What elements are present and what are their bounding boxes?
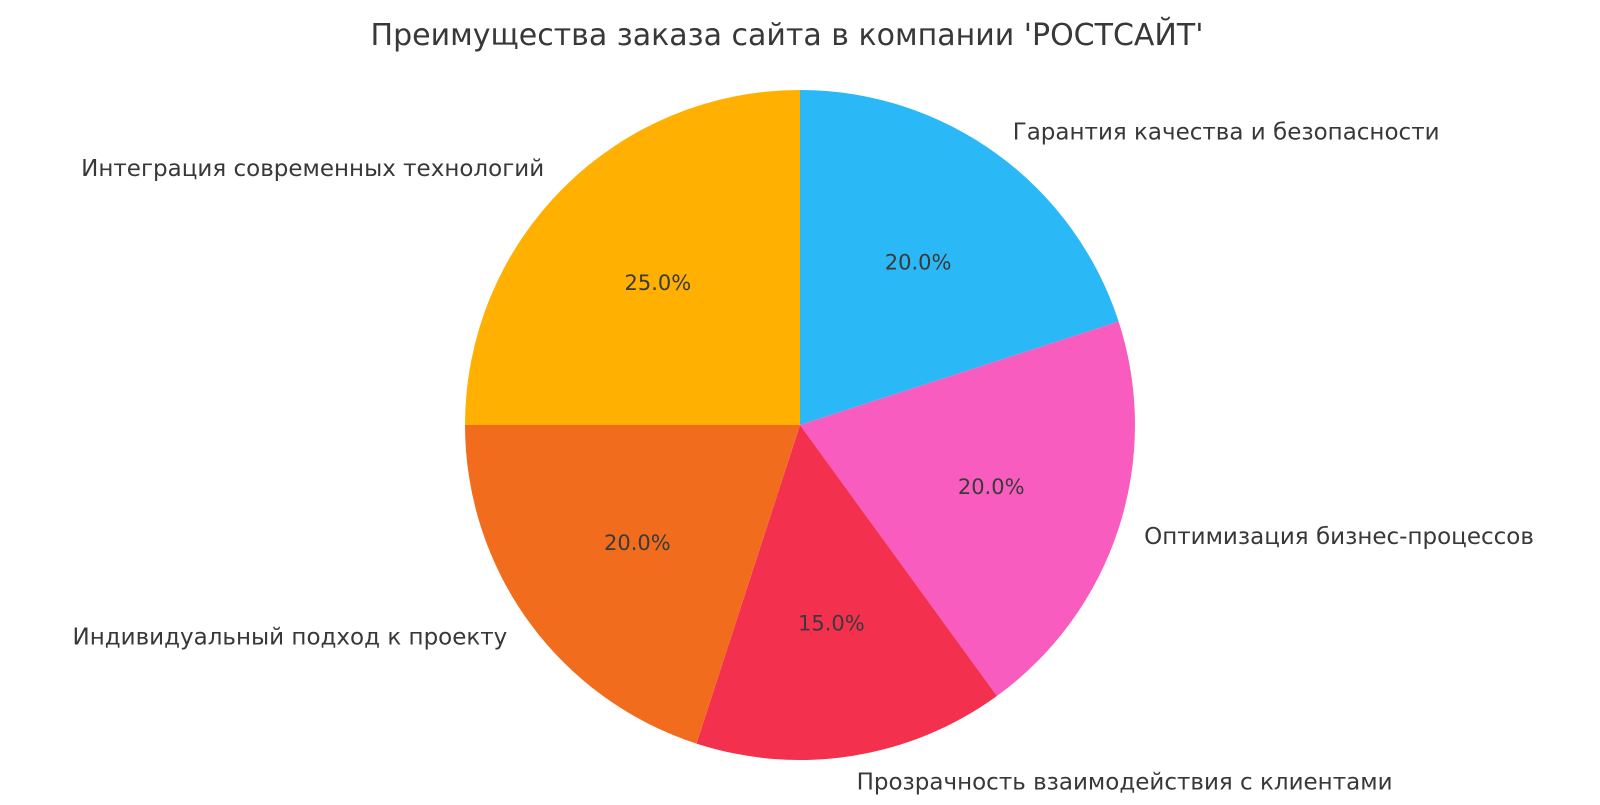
slice-label-3: Индивидуальный подход к проекту [73, 625, 508, 651]
pct-label-1: 20.0% [958, 475, 1025, 499]
pct-label-4: 25.0% [625, 271, 692, 295]
pie-slice-1 [800, 321, 1135, 697]
slice-label-4: Интеграция современных технологий [81, 156, 544, 182]
pie-slice-0 [800, 90, 1119, 425]
slice-label-0: Гарантия качества и безопасности [1013, 119, 1440, 145]
pie-slice-2 [696, 425, 997, 760]
slice-label-1: Оптимизация бизнес-процессов [1144, 524, 1534, 550]
pie-slice-3 [465, 425, 800, 744]
pct-label-3: 20.0% [604, 531, 671, 555]
pct-label-2: 15.0% [798, 612, 865, 636]
pct-label-0: 20.0% [885, 250, 952, 274]
slice-label-2: Прозрачность взаимодействия с клиентами [857, 769, 1393, 795]
pie-slice-4 [465, 90, 800, 425]
chart-title: Преимущества заказа сайта в компании 'РО… [370, 18, 1204, 53]
